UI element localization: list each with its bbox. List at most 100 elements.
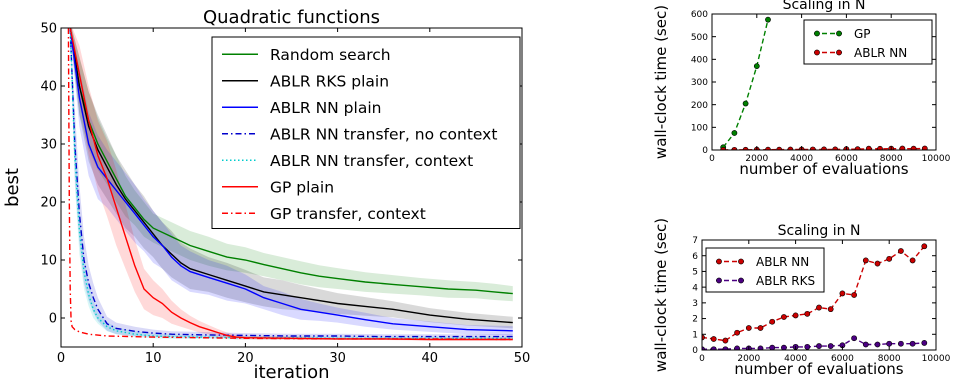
data-point [921,145,928,150]
x-axis-label: iteration [253,362,329,383]
legend-marker [738,277,744,284]
y-tick-label: 6 [692,252,698,262]
y-tick-label: 400 [691,55,708,65]
chart-scalingA: 0 2000 4000 6000 8000 10000 0 100 200 300 400 500 60… [652,0,951,178]
legend-label: GP [854,27,871,41]
x-tick-label: 8000 [880,154,903,164]
chart-title: Scaling in N [778,223,861,239]
data-point [710,346,717,350]
data-point [781,314,787,320]
legend: ABLR NN ABLR RKS [705,247,825,293]
data-point [909,340,916,347]
data-point [742,100,749,107]
y-tick-label: 0 [692,346,698,356]
chart-title: Quadratic functions [203,7,380,28]
chart-scalingB: 0 2000 4000 6000 8000 10000 0 1 2 3 4 5 6 7 Scaling in… [652,218,951,378]
band-2 [70,28,513,336]
data-point [898,248,904,254]
x-tick-label: 2000 [745,154,768,164]
data-point [757,325,764,331]
x-tick-label: 8000 [878,354,901,364]
legend-label: ABLR RKS [756,274,815,288]
y-tick-label: 10 [40,254,57,269]
x-tick-label: 6000 [835,154,858,164]
legend-marker [716,258,722,265]
data-point [722,337,729,344]
data-point [851,335,857,342]
plot-frame [701,239,937,351]
data-point [816,304,822,311]
y-tick-label: 40 [40,80,57,95]
data-point [827,306,834,313]
x-tick-label: 20 [237,351,254,366]
plot-area [67,28,513,341]
series-line-1 [69,28,513,324]
data-point [886,255,893,262]
data-point [734,345,740,350]
data-point [832,146,839,150]
plot-frame [60,27,523,348]
x-tick-label: 4000 [784,354,807,364]
series-line-2 [69,28,513,332]
legend-label: ABLR NN plain [270,99,381,117]
x-tick-label: 10 [145,351,162,366]
y-tick-label: 20 [40,196,57,211]
x-tick-label: 2000 [737,354,760,364]
data-point [854,146,861,150]
legend-marker [836,30,842,37]
data-point [851,292,857,298]
y-tick-label: 5 [692,268,698,278]
chart-quad: 0 10 20 30 40 50 0 10 20 30 40 50 Quadratic function… [2,7,530,383]
data-point [874,341,881,348]
data-point [816,343,822,349]
band-0 [70,28,513,302]
data-point [839,290,846,297]
y-tick-label: 600 [691,10,708,20]
series-line-0 [69,28,513,295]
data-point [909,257,916,264]
x-axis-label: number of evaluations [734,360,903,378]
data-point [877,145,883,150]
data-point [898,340,904,347]
x-tick-label: 4000 [790,154,813,164]
y-axis-label: best [2,168,23,207]
series-line-6 [67,28,513,341]
data-point [827,343,834,349]
legend-label: GP plain [270,178,334,196]
y-tick-label: 2 [692,315,698,325]
y-tick-label: 100 [691,123,708,133]
x-tick-label: 30 [329,351,346,366]
y-tick-label: 0 [702,146,708,156]
legend: Random search ABLR RKS plain ABLR NN plain… [211,36,521,229]
legend-label: Random search [270,46,391,64]
data-point [804,343,811,350]
y-tick-label: 30 [40,138,57,153]
legend-box [211,36,521,229]
y-tick-label: 1 [692,330,698,340]
legend-marker [814,30,820,37]
legend-label: ABLR RKS plain [270,72,389,90]
legend-box [803,19,933,65]
data-point [921,243,928,250]
y-tick-label: 7 [692,236,698,246]
legend-label: GP transfer, context [270,205,426,223]
data-point [862,341,869,348]
x-tick-label: 0 [57,351,65,366]
legend-label: ABLR NN transfer, context [270,152,473,170]
legend-label: ABLR NN [756,255,809,269]
legend-marker [836,49,842,56]
legend-marker [814,49,820,56]
y-tick-label: 300 [691,78,708,88]
series-line-0 [722,19,769,148]
data-point [874,260,881,267]
x-tick-label: 50 [514,351,531,366]
data-point [886,340,893,347]
legend-label: ABLR NN [854,46,907,60]
data-point [731,130,738,136]
data-point [722,346,729,350]
chart-title: Scaling in N [783,0,866,13]
series-line-4 [69,28,513,339]
data-point [792,312,799,319]
x-tick-label: 6000 [831,354,854,364]
